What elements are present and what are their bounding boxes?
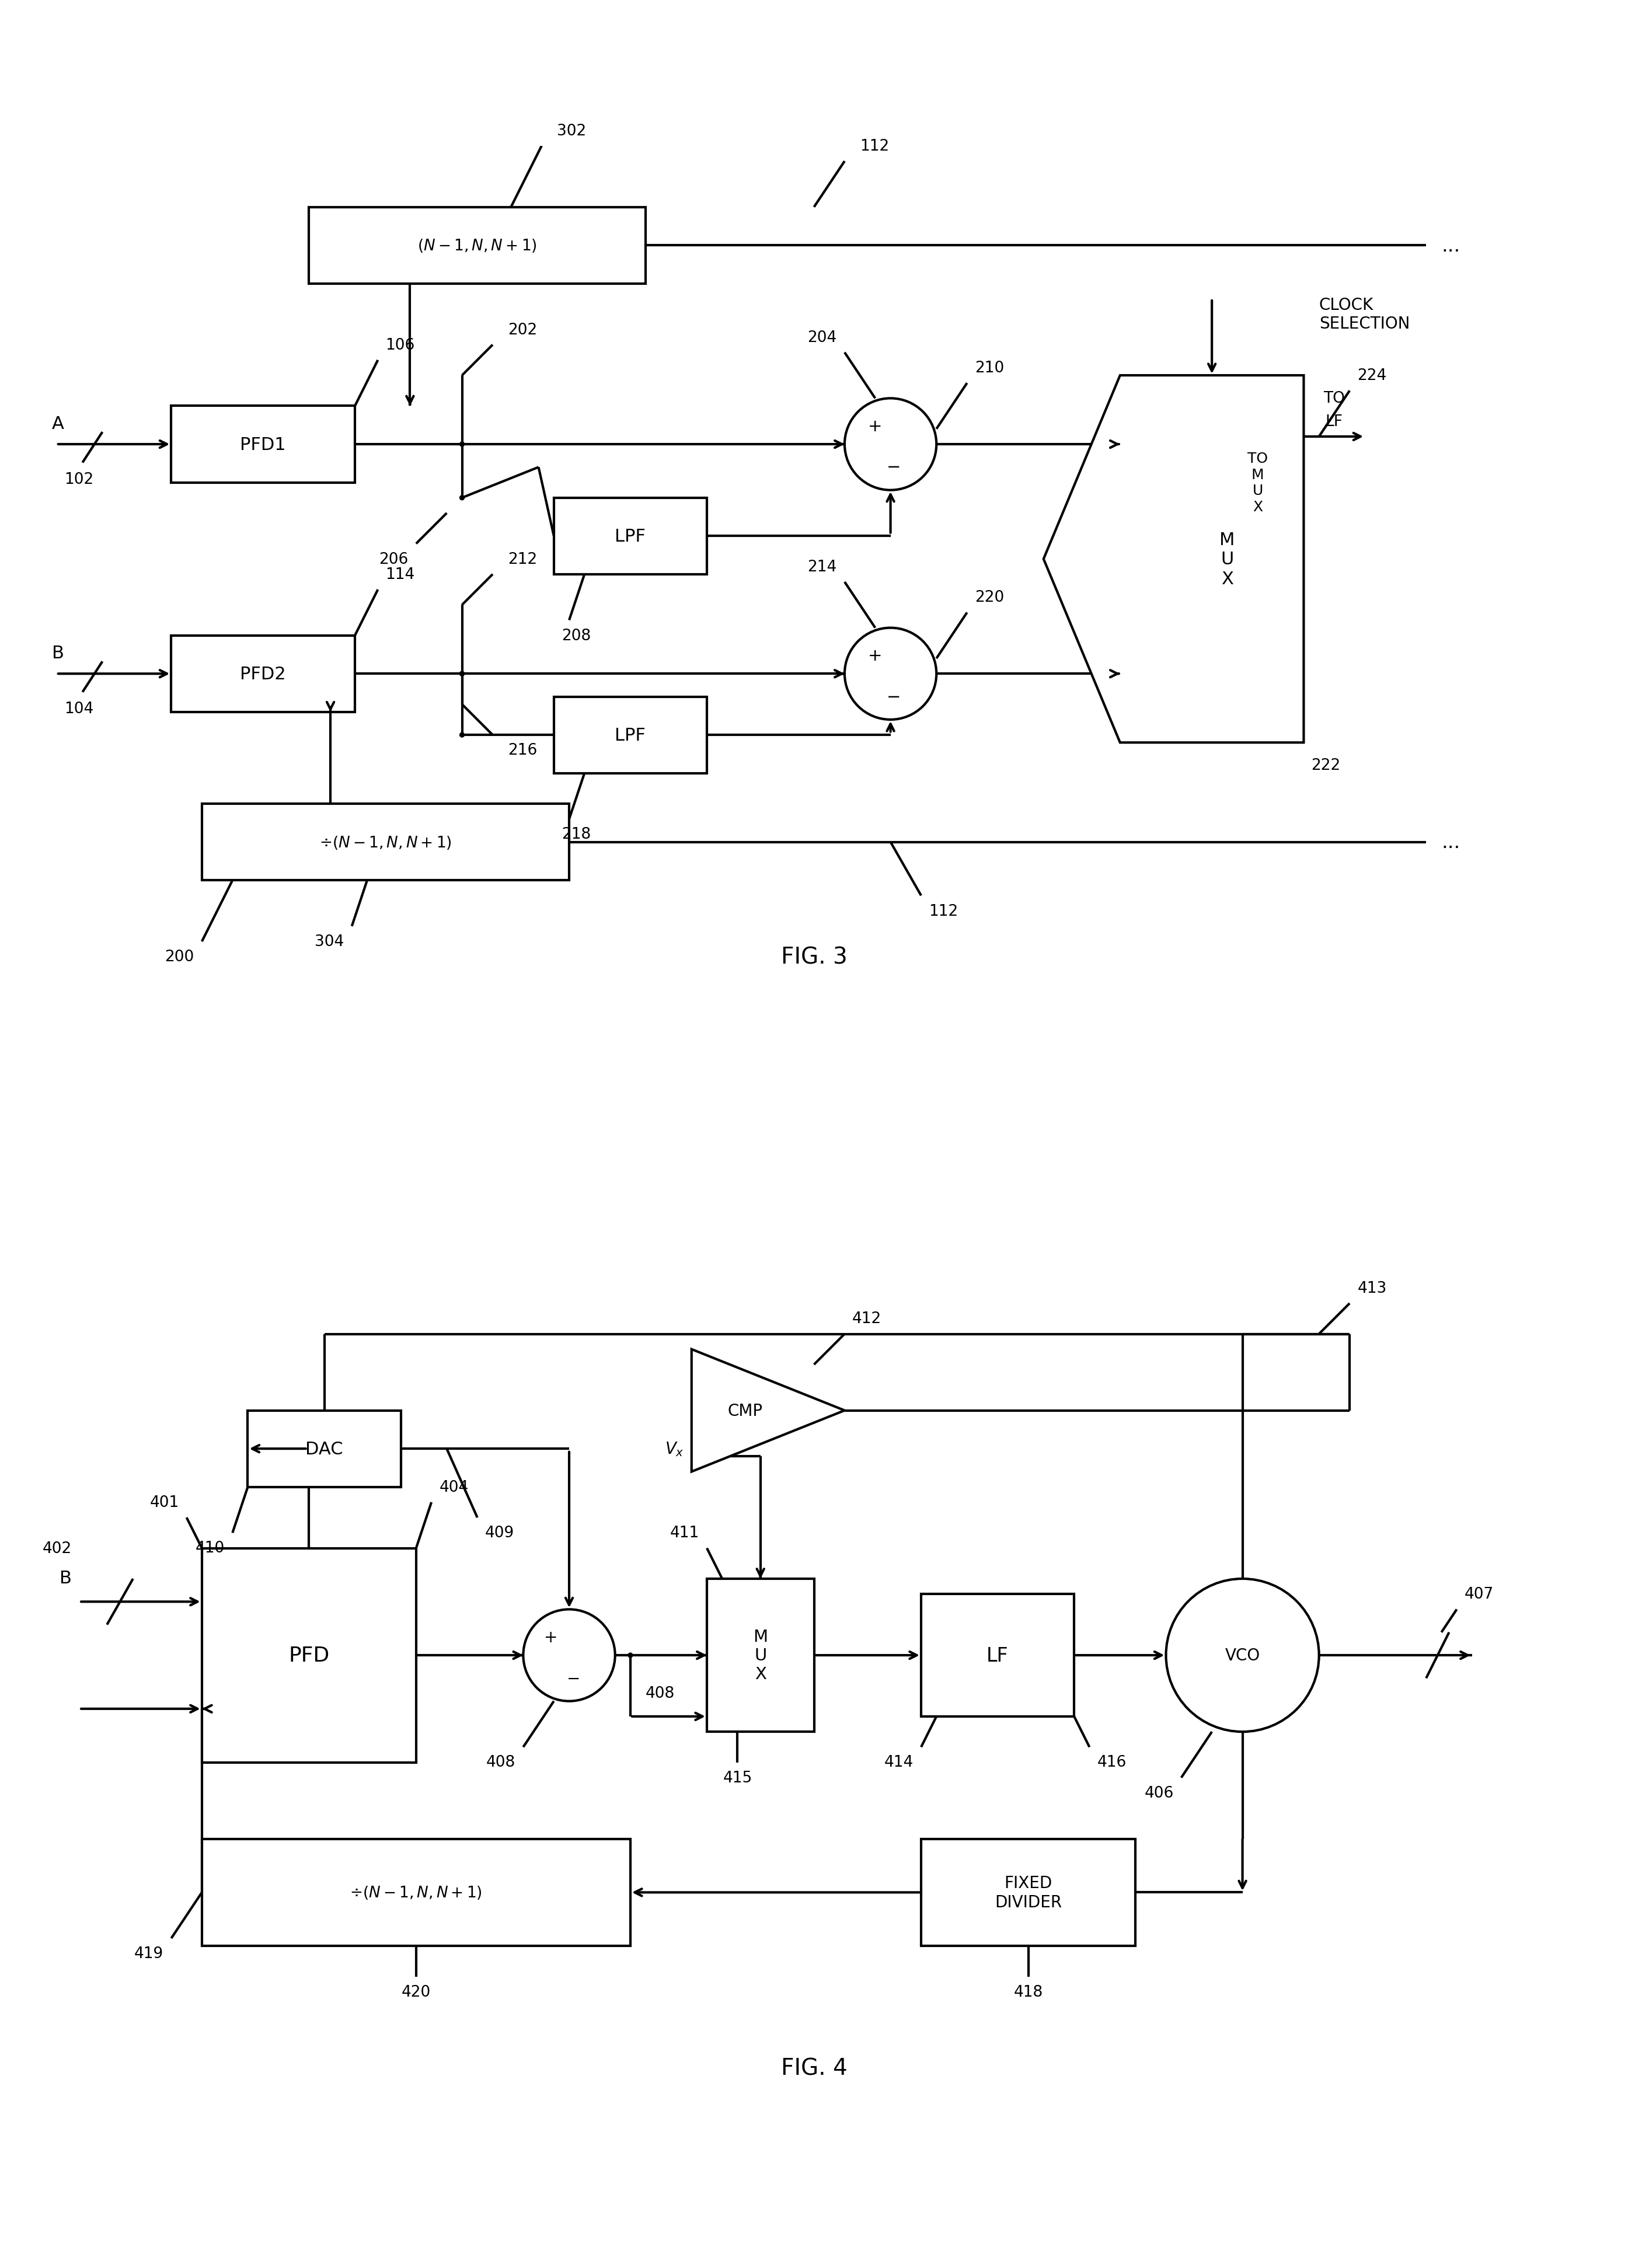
Text: 104: 104	[63, 701, 93, 717]
Text: 102: 102	[63, 472, 93, 488]
Text: 114: 114	[386, 567, 415, 583]
Text: LF: LF	[1325, 415, 1343, 429]
Text: 418: 418	[1014, 1985, 1044, 2000]
Text: LPF: LPF	[615, 528, 646, 544]
Text: 220: 220	[975, 590, 1004, 606]
FancyBboxPatch shape	[309, 206, 646, 284]
Text: $V_x$: $V_x$	[664, 1440, 684, 1458]
FancyBboxPatch shape	[921, 1839, 1135, 1946]
Circle shape	[845, 628, 936, 719]
Text: 112: 112	[930, 903, 959, 919]
Text: M
U
X: M U X	[1219, 531, 1236, 587]
Text: 406: 406	[1144, 1785, 1174, 1801]
Text: $\div (N-1, N, N+1)$: $\div (N-1, N, N+1)$	[319, 835, 451, 851]
Text: PFD: PFD	[288, 1647, 329, 1665]
Text: FIXED
DIVIDER: FIXED DIVIDER	[995, 1876, 1061, 1910]
Text: 204: 204	[807, 331, 837, 345]
Text: $(N-1, N, N+1)$: $(N-1, N, N+1)$	[417, 238, 537, 254]
Text: 416: 416	[1097, 1755, 1127, 1769]
Text: 106: 106	[386, 338, 415, 354]
Text: FIG. 4: FIG. 4	[781, 2057, 847, 2080]
Text: 302: 302	[557, 122, 586, 138]
FancyBboxPatch shape	[554, 499, 707, 574]
Text: PFD1: PFD1	[241, 435, 287, 454]
Text: 216: 216	[508, 744, 537, 758]
Text: +: +	[868, 417, 882, 435]
Text: B: B	[60, 1569, 72, 1588]
FancyBboxPatch shape	[707, 1579, 814, 1733]
Text: TO: TO	[1324, 390, 1345, 406]
FancyBboxPatch shape	[921, 1594, 1074, 1717]
Circle shape	[459, 497, 464, 501]
Text: 414: 414	[884, 1755, 913, 1769]
Text: VCO: VCO	[1224, 1647, 1260, 1662]
Text: 401: 401	[150, 1495, 179, 1510]
Text: +: +	[868, 649, 882, 665]
Text: 415: 415	[723, 1769, 752, 1785]
Text: PFD2: PFD2	[241, 665, 287, 683]
Text: 222: 222	[1312, 758, 1341, 773]
Text: 420: 420	[402, 1985, 431, 2000]
Text: 206: 206	[379, 551, 409, 567]
Text: +: +	[544, 1628, 558, 1644]
Circle shape	[459, 671, 464, 676]
Text: −: −	[567, 1669, 581, 1687]
Text: ...: ...	[1441, 832, 1460, 853]
FancyBboxPatch shape	[202, 1549, 417, 1762]
Text: 410: 410	[195, 1540, 225, 1556]
Circle shape	[459, 733, 464, 737]
Text: 408: 408	[487, 1755, 516, 1769]
Text: 210: 210	[975, 361, 1004, 376]
Text: 407: 407	[1465, 1588, 1495, 1601]
FancyBboxPatch shape	[202, 1839, 630, 1946]
Circle shape	[459, 671, 464, 676]
FancyBboxPatch shape	[171, 406, 355, 483]
Text: 200: 200	[164, 950, 194, 964]
Text: 112: 112	[860, 138, 889, 154]
Text: LPF: LPF	[615, 726, 646, 744]
Text: −: −	[887, 460, 900, 476]
FancyBboxPatch shape	[554, 696, 707, 773]
Text: 224: 224	[1358, 367, 1387, 383]
Text: DAC: DAC	[306, 1440, 344, 1458]
Text: 409: 409	[485, 1526, 514, 1540]
FancyBboxPatch shape	[171, 635, 355, 712]
Text: LF: LF	[987, 1647, 1009, 1665]
Text: 413: 413	[1358, 1281, 1387, 1295]
Text: 212: 212	[508, 551, 537, 567]
FancyBboxPatch shape	[247, 1411, 400, 1488]
Text: 218: 218	[562, 828, 591, 841]
Text: CMP: CMP	[728, 1402, 762, 1420]
Text: TO
M
U
X: TO M U X	[1247, 451, 1268, 515]
Text: 412: 412	[853, 1311, 882, 1327]
Polygon shape	[1044, 376, 1304, 744]
Text: 208: 208	[562, 628, 591, 644]
Circle shape	[523, 1610, 615, 1701]
Text: ...: ...	[1441, 236, 1460, 256]
Text: 214: 214	[807, 560, 837, 574]
Text: 411: 411	[669, 1526, 700, 1540]
Text: −: −	[887, 689, 900, 705]
Text: CLOCK
SELECTION: CLOCK SELECTION	[1319, 297, 1410, 331]
Text: B: B	[52, 644, 63, 662]
Text: 402: 402	[42, 1540, 72, 1556]
Text: M
U
X: M U X	[754, 1628, 768, 1683]
Circle shape	[459, 442, 464, 447]
Text: 408: 408	[646, 1685, 676, 1701]
Text: 304: 304	[314, 934, 344, 950]
Text: FIG. 3: FIG. 3	[781, 946, 847, 968]
Polygon shape	[692, 1349, 845, 1472]
Text: $\div (N-1, N, N+1)$: $\div (N-1, N, N+1)$	[350, 1885, 482, 1901]
Circle shape	[628, 1653, 633, 1658]
Text: A: A	[52, 415, 63, 433]
Text: 202: 202	[508, 322, 537, 338]
Text: 404: 404	[440, 1479, 469, 1495]
Circle shape	[1166, 1579, 1319, 1733]
FancyBboxPatch shape	[202, 805, 570, 880]
Text: 419: 419	[133, 1946, 164, 1962]
Circle shape	[845, 399, 936, 490]
